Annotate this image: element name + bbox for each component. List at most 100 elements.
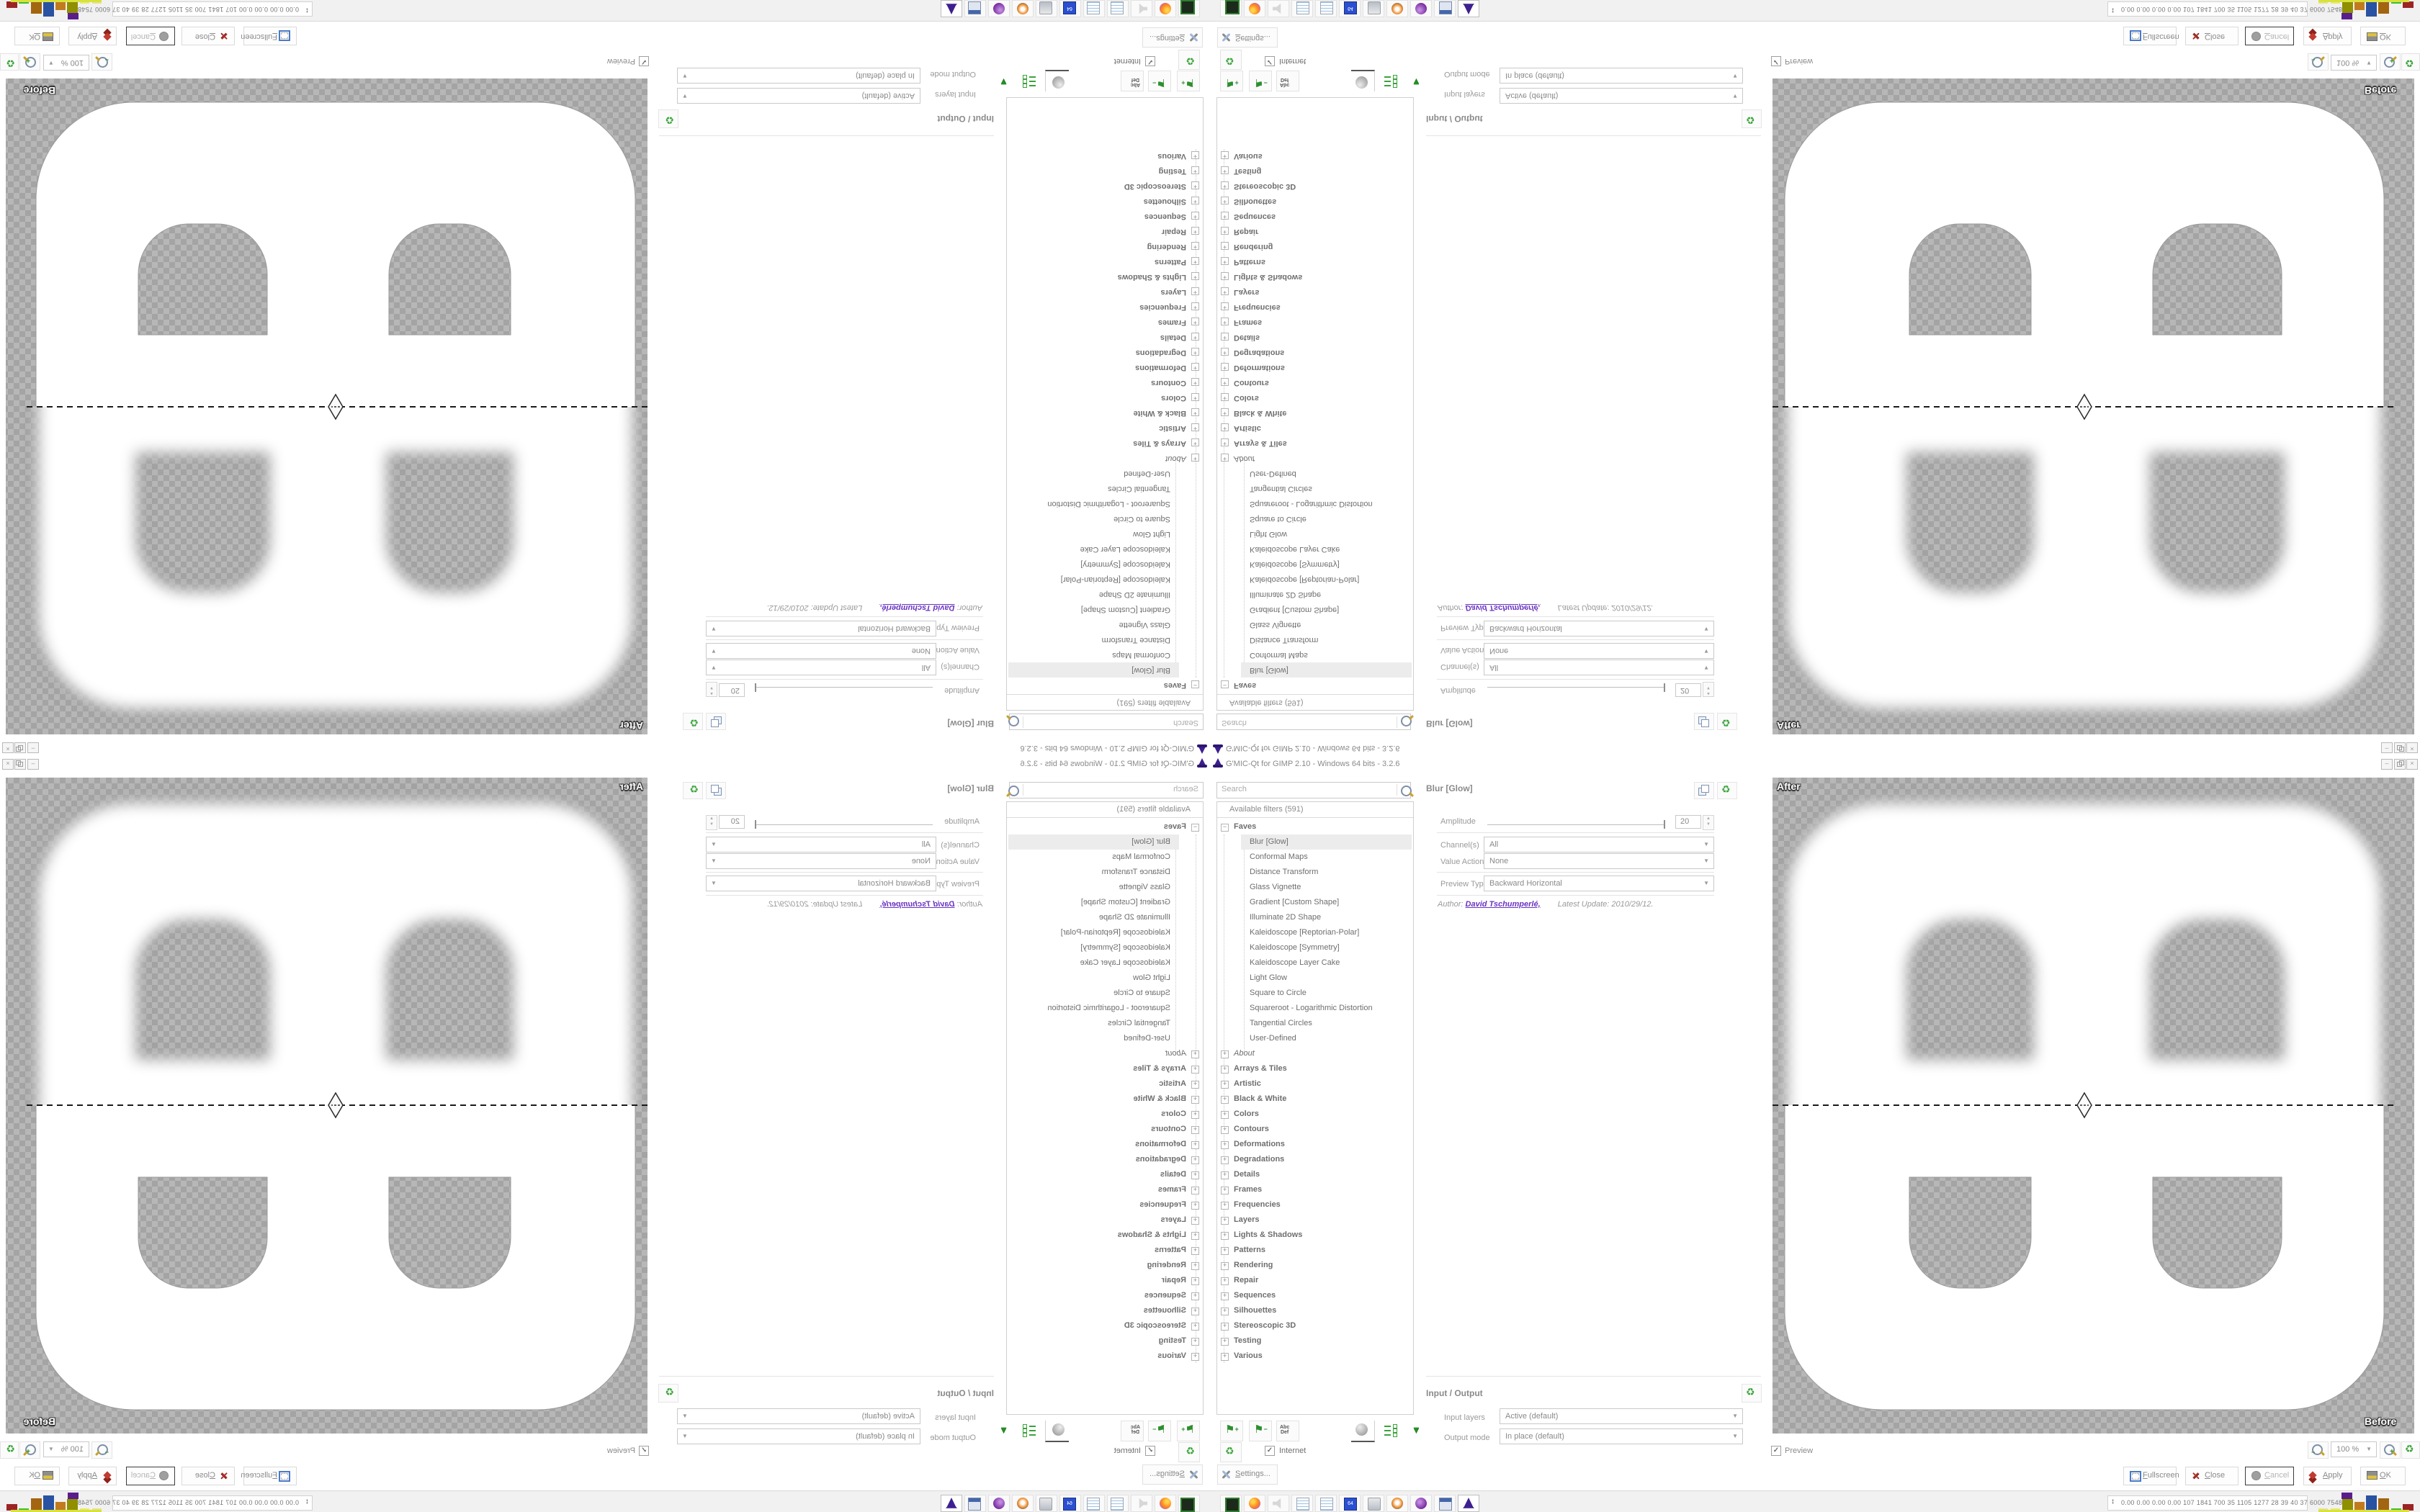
minimize-button[interactable]: – — [27, 759, 39, 770]
gmic-ball-button[interactable] — [1045, 1421, 1069, 1442]
zoom-level-select[interactable]: 100 % ▼ — [43, 1441, 89, 1457]
zoom-level-select[interactable]: 100 % ▼ — [2331, 1441, 2377, 1457]
rename-fave-button[interactable]: Abc Def — [1121, 1421, 1144, 1441]
search-input[interactable]: Search — [1216, 782, 1412, 798]
close-window-button[interactable]: × — [2406, 759, 2418, 770]
filter-tree-item[interactable]: + About — [1217, 451, 1413, 466]
filter-tree-item[interactable]: Kaleidoscope Layer Cake — [1007, 541, 1203, 557]
author-link[interactable]: David Tschumperlé, — [879, 603, 955, 612]
filter-tree-item[interactable]: + Contours — [1007, 375, 1203, 390]
minimize-button[interactable]: – — [27, 742, 39, 753]
amplitude-slider-handle[interactable] — [1664, 820, 1665, 829]
zoom-in-button[interactable]: + — [2380, 1441, 2401, 1459]
expand-icon[interactable]: + — [1221, 1277, 1229, 1285]
filter-tree-item[interactable]: − Faves — [1007, 678, 1203, 693]
expand-icon[interactable]: + — [1221, 1081, 1229, 1089]
output-mode-select[interactable]: In place (default) ▼ — [1500, 1428, 1743, 1444]
taskbar-button-scroll[interactable] — [1036, 1495, 1057, 1512]
preview-type-select[interactable]: Backward Horizontal ▼ — [706, 876, 936, 891]
filter-tree-item[interactable]: + Colors — [1217, 390, 1413, 405]
gmic-ball-button[interactable] — [1351, 1421, 1375, 1442]
filter-tree-item[interactable]: + Sequences — [1007, 209, 1203, 224]
filter-tree-item[interactable]: − Faves — [1217, 819, 1413, 834]
filter-tree-item[interactable]: + Silhouettes — [1217, 1303, 1413, 1318]
taskbar-button-blender[interactable] — [1386, 0, 1408, 17]
filter-tree-item[interactable]: + Arrays & Tiles — [1007, 1061, 1203, 1076]
filter-tree-item[interactable]: + Details — [1007, 330, 1203, 345]
filter-tree-item[interactable]: Kaleidoscope Layer Cake — [1217, 955, 1413, 971]
taskbar-button-notepad[interactable] — [1107, 1495, 1129, 1512]
amplitude-spinner[interactable]: ▲ ▼ — [1703, 815, 1714, 830]
preview-checkbox[interactable]: ✓ — [1771, 1446, 1781, 1456]
filter-tree-item[interactable]: Tangential Circles — [1217, 1016, 1413, 1031]
filter-tree-item[interactable]: + Contours — [1217, 1122, 1413, 1137]
filter-tree-item[interactable]: + Frames — [1007, 1182, 1203, 1197]
filter-tree-item[interactable]: + Deformations — [1217, 1137, 1413, 1152]
filter-tree-item[interactable]: Squareroot - Logarithmic Distortion — [1217, 496, 1413, 511]
filter-tree-item[interactable]: + Black & White — [1007, 405, 1203, 420]
input-layers-select[interactable]: Active (default) ▼ — [1500, 88, 1743, 104]
filter-tree-item[interactable]: Light Glow — [1007, 526, 1203, 541]
expand-icon[interactable]: + — [1191, 1216, 1199, 1225]
preview-pane[interactable]: After Before — [1773, 78, 2414, 734]
filter-tree-item[interactable]: + Contours — [1007, 1122, 1203, 1137]
filter-tree-item[interactable]: Light Glow — [1217, 526, 1413, 541]
expand-icon[interactable]: + — [1191, 1080, 1199, 1089]
taskbar-button-blender[interactable] — [1012, 0, 1034, 17]
filter-tree-item[interactable]: + Patterns — [1007, 254, 1203, 269]
settings-button[interactable]: Settings... — [1217, 27, 1278, 48]
io-reset-button[interactable]: ♻ — [658, 109, 678, 128]
filter-tree-item[interactable]: + Artistic — [1007, 1076, 1203, 1092]
settings-button[interactable]: Settings... — [1142, 1464, 1203, 1485]
expand-icon[interactable]: + — [1221, 1156, 1229, 1164]
filter-tree-item[interactable]: Blur [Glow] — [1217, 834, 1413, 850]
expand-icon[interactable]: + — [1191, 378, 1199, 387]
preview-checkbox[interactable]: ✓ — [639, 56, 649, 66]
filter-tree-item[interactable]: + Rendering — [1217, 1258, 1413, 1273]
expand-icon[interactable]: + — [1191, 1140, 1199, 1149]
close-window-button[interactable]: × — [2, 742, 14, 753]
filter-tree-item[interactable]: Glass Vignette — [1217, 880, 1413, 895]
filter-tree-item[interactable]: + Degradations — [1007, 345, 1203, 360]
filter-tree-item[interactable]: Illuminate 2D Shape — [1007, 587, 1203, 602]
filter-tree-item[interactable]: + Degradations — [1007, 1152, 1203, 1167]
expand-icon[interactable]: + — [1221, 1353, 1229, 1361]
expand-icon[interactable]: + — [1221, 181, 1229, 190]
author-link[interactable]: David Tschumperlé, — [1465, 900, 1541, 909]
taskbar-button-notepad[interactable] — [1107, 0, 1129, 17]
amplitude-value[interactable]: 20 — [719, 815, 745, 829]
filter-tree-item[interactable]: + Various — [1007, 148, 1203, 163]
taskbar-button-gmic-hat[interactable] — [941, 0, 962, 17]
expand-icon[interactable]: + — [1221, 1292, 1229, 1300]
taskbar-button-calculator[interactable] — [964, 0, 986, 17]
expand-icon[interactable]: + — [1221, 333, 1229, 341]
value-action-select[interactable]: None ▼ — [1484, 643, 1714, 659]
close-window-button[interactable]: × — [2406, 742, 2418, 753]
amplitude-spinner[interactable]: ▲ ▼ — [1703, 682, 1714, 697]
taskbar-button-calculator[interactable] — [1434, 0, 1456, 17]
taskbar-button-scroll[interactable] — [1363, 0, 1384, 17]
filter-tree-item[interactable]: + Lights & Shadows — [1217, 269, 1413, 284]
apply-button[interactable]: Apply — [2303, 27, 2352, 45]
filter-tree-item[interactable]: + Sequences — [1217, 209, 1413, 224]
scroll-to-filter-button[interactable]: ▼ — [992, 1421, 1014, 1441]
zoom-level-select[interactable]: 100 % ▼ — [43, 55, 89, 71]
remove-fave-button[interactable]: ⚑− — [1148, 71, 1171, 91]
fullscreen-button[interactable]: Fullscreen — [241, 27, 297, 45]
filter-tree-item[interactable]: Tangential Circles — [1007, 1016, 1203, 1031]
expand-icon[interactable]: + — [1221, 408, 1229, 417]
taskbar-button-muted-speaker[interactable] — [1131, 0, 1152, 17]
expand-icon[interactable]: + — [1191, 363, 1199, 372]
zoom-reset-button[interactable]: ♻ — [0, 1441, 19, 1459]
amplitude-value[interactable]: 20 — [719, 683, 745, 697]
expand-icon[interactable]: + — [1221, 393, 1229, 402]
amplitude-value[interactable]: 20 — [1675, 683, 1701, 697]
expand-icon[interactable]: + — [1221, 363, 1229, 372]
expand-icon[interactable]: + — [1221, 1323, 1229, 1331]
gmic-ball-button[interactable] — [1045, 70, 1069, 91]
apply-button[interactable]: Apply — [2303, 1467, 2352, 1485]
zoom-in-button[interactable]: + — [19, 1441, 40, 1459]
reset-filter-button[interactable]: ♻ — [1717, 782, 1737, 799]
filter-tree-item[interactable]: Conformal Maps — [1217, 850, 1413, 865]
filter-tree-item[interactable]: Gradient [Custom Shape] — [1217, 895, 1413, 910]
